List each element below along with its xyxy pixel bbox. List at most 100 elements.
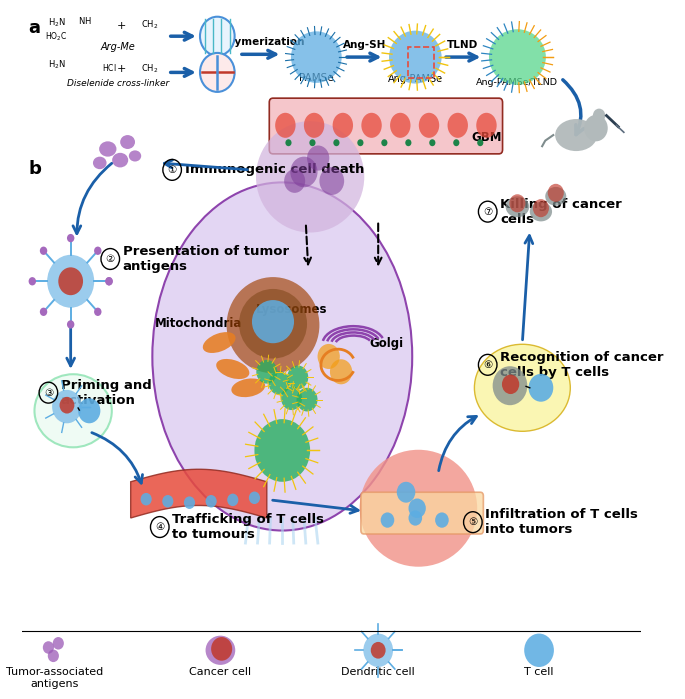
Circle shape [67, 234, 75, 243]
Text: Polymerization: Polymerization [216, 36, 305, 47]
Circle shape [105, 277, 113, 285]
Circle shape [52, 390, 82, 424]
Text: Dendritic cell: Dendritic cell [341, 667, 415, 677]
Text: Golgi: Golgi [369, 338, 403, 350]
Circle shape [493, 366, 527, 405]
Circle shape [206, 495, 216, 507]
Text: Cancer cell: Cancer cell [189, 667, 251, 677]
Circle shape [256, 360, 277, 384]
Circle shape [94, 247, 101, 255]
Circle shape [382, 139, 388, 146]
Circle shape [43, 641, 54, 654]
Text: $\rm CH_2$: $\rm CH_2$ [140, 62, 158, 75]
Ellipse shape [389, 31, 442, 84]
Circle shape [406, 139, 412, 146]
Circle shape [67, 320, 75, 329]
Circle shape [48, 649, 59, 662]
Circle shape [290, 157, 318, 187]
Text: $\rm NH$: $\rm NH$ [77, 15, 91, 26]
Text: GBM: GBM [471, 131, 501, 143]
Text: Priming and
activation: Priming and activation [61, 379, 151, 407]
Circle shape [397, 482, 415, 503]
Circle shape [78, 398, 101, 424]
Ellipse shape [475, 345, 571, 431]
Circle shape [453, 139, 460, 146]
Circle shape [40, 247, 47, 255]
Circle shape [94, 308, 101, 316]
Text: Mitochondria: Mitochondria [155, 317, 242, 330]
Circle shape [184, 496, 195, 509]
Text: $\rm HO_2C$: $\rm HO_2C$ [45, 31, 68, 43]
Text: $+$: $+$ [116, 20, 127, 31]
Circle shape [502, 375, 519, 394]
Text: ⑤: ⑤ [469, 517, 477, 527]
Circle shape [510, 194, 525, 212]
Ellipse shape [291, 31, 342, 83]
Ellipse shape [530, 202, 552, 222]
Text: ①: ① [168, 165, 177, 175]
Ellipse shape [129, 150, 141, 161]
Circle shape [47, 255, 94, 308]
Text: Trafficking of T cells
to tumours: Trafficking of T cells to tumours [172, 513, 324, 541]
Text: Killing of cancer
cells: Killing of cancer cells [500, 198, 622, 226]
Circle shape [140, 493, 151, 505]
Circle shape [281, 387, 302, 410]
Circle shape [533, 199, 549, 217]
Text: $+$: $+$ [116, 64, 127, 74]
Circle shape [200, 17, 235, 56]
Text: TLND: TLND [447, 40, 479, 50]
Circle shape [435, 512, 449, 528]
Ellipse shape [489, 29, 546, 85]
Circle shape [330, 359, 352, 384]
Ellipse shape [419, 113, 439, 138]
Text: $\rm CH_2$: $\rm CH_2$ [140, 18, 158, 31]
Circle shape [318, 344, 340, 369]
Ellipse shape [34, 374, 112, 447]
Text: Tumor-associated
antigens: Tumor-associated antigens [6, 667, 103, 689]
Text: Ang-PAMSe: Ang-PAMSe [388, 74, 443, 84]
Circle shape [227, 493, 238, 506]
Circle shape [371, 642, 386, 658]
Circle shape [334, 139, 340, 146]
Circle shape [548, 184, 564, 202]
Text: Infiltration of T cells
into tumors: Infiltration of T cells into tumors [485, 508, 638, 536]
Ellipse shape [304, 113, 324, 138]
Circle shape [319, 167, 344, 195]
Text: ⑦: ⑦ [483, 207, 493, 217]
Circle shape [408, 510, 422, 526]
Ellipse shape [360, 449, 477, 567]
Ellipse shape [239, 289, 307, 359]
Polygon shape [131, 469, 267, 518]
Text: PAMSe: PAMSe [299, 73, 334, 82]
Text: b: b [29, 160, 42, 178]
Ellipse shape [333, 113, 353, 138]
Text: ②: ② [105, 254, 115, 264]
Ellipse shape [555, 119, 597, 151]
Circle shape [358, 139, 364, 146]
Ellipse shape [506, 196, 529, 217]
Circle shape [269, 371, 290, 395]
Text: Arg-Me: Arg-Me [101, 42, 136, 52]
Circle shape [593, 108, 606, 122]
Text: Recognition of cancer
cells by T cells: Recognition of cancer cells by T cells [500, 351, 664, 379]
Text: a: a [29, 19, 40, 37]
Ellipse shape [390, 113, 410, 138]
Circle shape [297, 388, 318, 412]
Circle shape [286, 139, 292, 146]
Text: Presentation of tumor
antigens: Presentation of tumor antigens [123, 245, 289, 273]
Ellipse shape [362, 113, 382, 138]
Circle shape [310, 139, 316, 146]
Circle shape [249, 491, 260, 504]
Ellipse shape [152, 182, 412, 531]
Text: Immunogenic cell death: Immunogenic cell death [184, 164, 364, 176]
Circle shape [60, 397, 75, 414]
Ellipse shape [203, 332, 236, 353]
Ellipse shape [99, 141, 116, 157]
Circle shape [40, 308, 47, 316]
Text: ⑥: ⑥ [483, 360, 493, 370]
Ellipse shape [447, 113, 468, 138]
Ellipse shape [545, 187, 566, 206]
Text: ③: ③ [44, 388, 53, 398]
Ellipse shape [120, 135, 135, 149]
Circle shape [287, 366, 308, 389]
